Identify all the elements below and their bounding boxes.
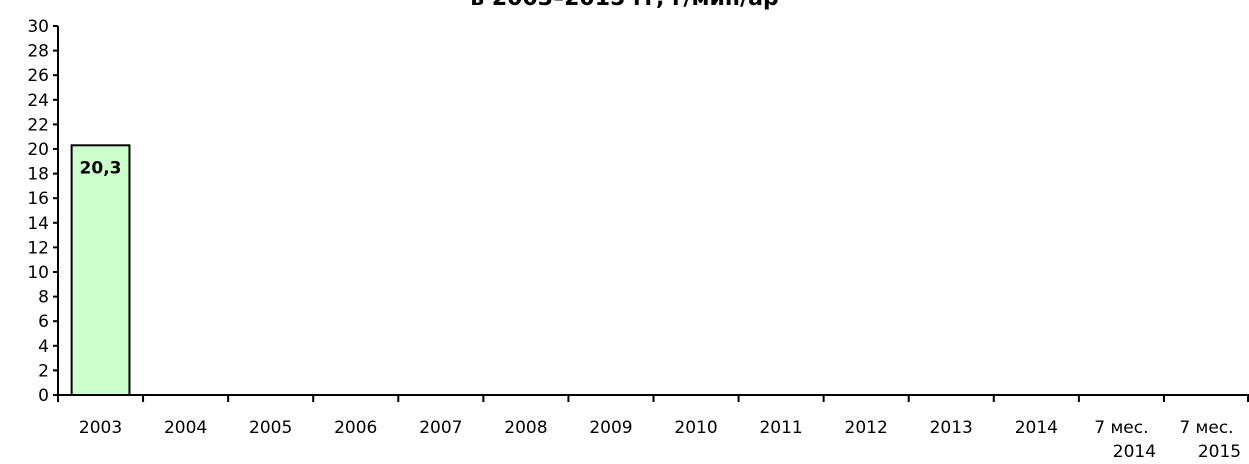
data-labels: 20,3: [80, 158, 122, 178]
x-tick-label: 2011: [759, 418, 802, 438]
x-tick-label: 2005: [249, 418, 292, 438]
x-tick-label: 7 мес.: [1179, 418, 1233, 438]
y-tick-label: 8: [38, 288, 49, 308]
chart-title: в 2003–2015 гг, г/мин/ар: [0, 0, 1249, 11]
y-tick-label: 6: [38, 312, 49, 332]
y-tick-label: 20: [27, 140, 49, 160]
x-tick-label: 2004: [164, 418, 207, 438]
bar: [70, 144, 131, 396]
x-tick-label: 2003: [79, 418, 122, 438]
x-tick-label: 2013: [930, 418, 973, 438]
y-tick-label: 24: [27, 91, 49, 111]
y-tick-label: 14: [27, 214, 49, 234]
x-tick-label: 2015: [1198, 442, 1241, 462]
y-tick-label: 26: [27, 66, 49, 86]
y-tick-label: 16: [27, 189, 49, 209]
x-tick-label: 2006: [334, 418, 377, 438]
x-tick-label: 7 мес.: [1094, 418, 1148, 438]
y-tick-label: 12: [27, 238, 49, 258]
x-tick-label: 2014: [1015, 418, 1058, 438]
data-label: 20,3: [80, 158, 122, 178]
x-tick-label: 2010: [674, 418, 717, 438]
y-tick-label: 0: [38, 386, 49, 406]
y-tick-label: 4: [38, 337, 49, 357]
x-tick-label: 2008: [504, 418, 547, 438]
x-tick-label: 2007: [419, 418, 462, 438]
x-axis: 2003 2004 2005 2006 2007 2008 2009 2010 2011 2012…: [53, 394, 1249, 462]
x-tick-label: 2009: [589, 418, 632, 438]
y-tick-label: 22: [27, 115, 49, 135]
y-tick-label: 28: [27, 42, 49, 62]
x-tick-label: 2014: [1113, 442, 1156, 462]
y-tick-label: 30: [27, 17, 49, 37]
x-tick-label: 2012: [845, 418, 888, 438]
y-tick-label: 18: [27, 165, 49, 185]
bars: [70, 144, 131, 396]
y-tick-label: 2: [38, 361, 49, 381]
y-tick-label: 10: [27, 263, 49, 283]
